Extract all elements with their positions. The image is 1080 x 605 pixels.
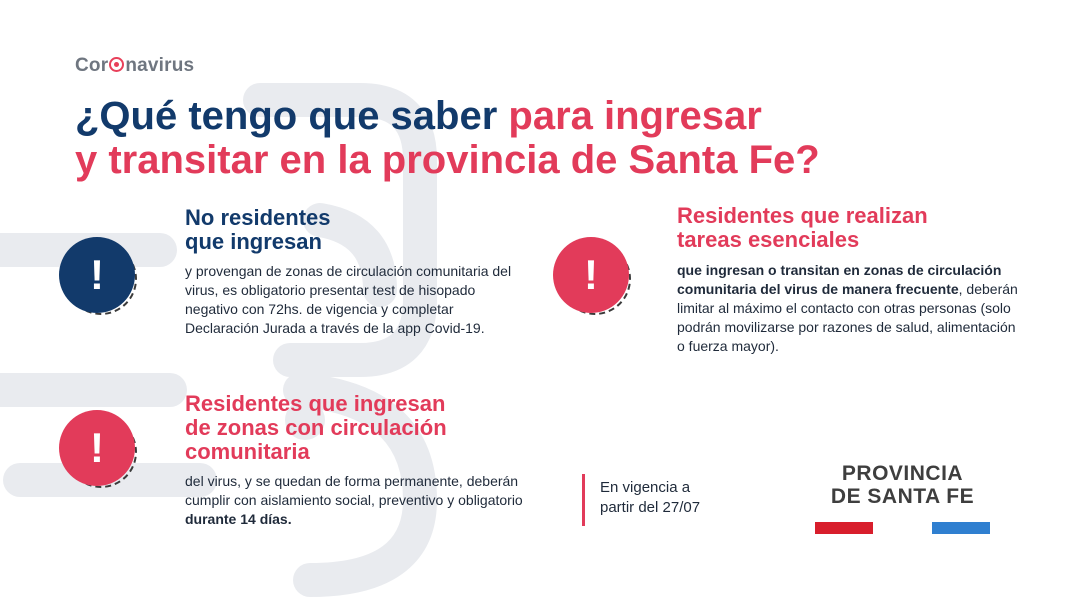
alert-badge-residents-returning: ! bbox=[59, 410, 141, 492]
validity-note: En vigencia a partir del 27/07 bbox=[600, 479, 701, 516]
blue-flag-bar bbox=[932, 522, 990, 534]
section-title-essential-workers: Residentes que realizan tareas esenciales bbox=[677, 203, 928, 252]
flag-bars bbox=[815, 522, 990, 534]
title-part-1: ¿Qué tengo que saber bbox=[75, 94, 509, 138]
province-logo: PROVINCIA DE SANTA FE bbox=[815, 462, 990, 534]
exclamation-icon: ! bbox=[553, 237, 629, 313]
section-title-residents-returning: Residentes que ingresan de zonas con circ… bbox=[185, 391, 447, 464]
title-part-2: para ingresar bbox=[508, 94, 762, 138]
exclamation-icon: ! bbox=[59, 237, 135, 313]
section-title-non-residents: No residentes que ingresan bbox=[185, 205, 331, 254]
section-body-residents-returning: del virus, y se quedan de forma permanen… bbox=[185, 473, 523, 527]
page-title: ¿Qué tengo que saber para ingresar y tra… bbox=[75, 94, 1055, 182]
virus-icon bbox=[109, 57, 125, 72]
logo-text: PROVINCIA DE SANTA FE bbox=[830, 462, 975, 508]
exclamation-icon: ! bbox=[59, 410, 135, 486]
red-flag-bar bbox=[815, 522, 873, 534]
alert-badge-essential-workers: ! bbox=[553, 237, 635, 319]
validity-divider bbox=[582, 474, 585, 526]
section-body-non-residents: y provengan de zonas de circulación comu… bbox=[185, 263, 512, 336]
title-part-3: y transitar en la provincia de Santa Fe? bbox=[75, 138, 820, 182]
alert-badge-non-residents: ! bbox=[59, 237, 141, 319]
section-body-essential-workers: que ingresan o transitan en zonas de cir… bbox=[677, 262, 1018, 354]
topic-label: Cor navirus bbox=[75, 55, 195, 76]
